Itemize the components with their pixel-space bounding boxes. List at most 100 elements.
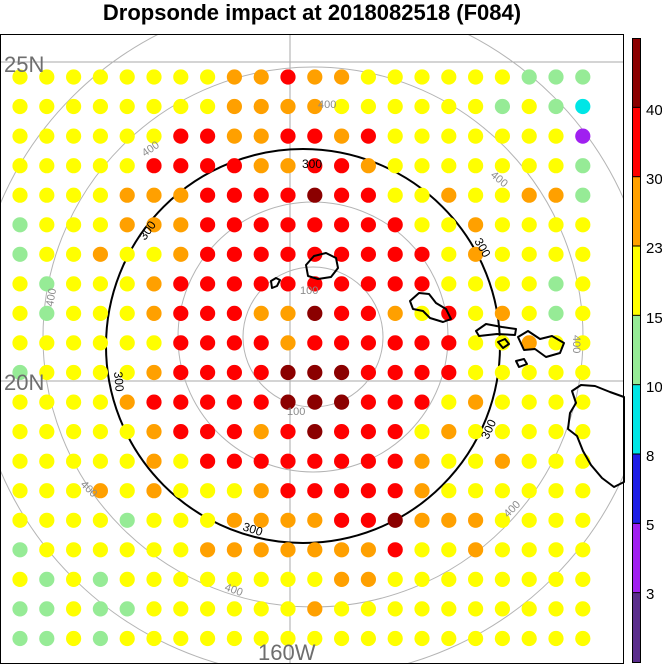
dropsonde-dot-30-40 [200, 424, 216, 440]
dropsonde-dot-15-23 [494, 276, 510, 292]
dropsonde-dot-10-15 [575, 158, 591, 174]
dropsonde-dot-15-23 [441, 483, 457, 499]
dropsonde-dot-30-40 [387, 424, 403, 440]
dropsonde-dot-15-23 [119, 542, 135, 558]
dropsonde-dot-10-15 [39, 571, 55, 588]
dropsonde-dot-15-23 [521, 217, 537, 233]
colorbar-segment [632, 384, 641, 455]
dropsonde-dot-30-40 [387, 394, 403, 410]
dropsonde-dot-15-23 [39, 98, 55, 115]
dropsonde-dot-10-15 [548, 305, 564, 321]
dropsonde-dot-15-23 [494, 512, 510, 528]
dropsonde-dot-gt40 [307, 187, 323, 203]
dropsonde-dot-15-23 [521, 483, 537, 499]
dropsonde-dot-15-23 [226, 571, 242, 588]
dropsonde-dot-30-40 [334, 305, 350, 321]
dropsonde-dot-15-23 [387, 187, 403, 203]
dropsonde-dot-30-40 [414, 364, 430, 381]
dropsonde-dot-15-23 [521, 246, 537, 262]
dropsonde-dot-15-23 [66, 276, 82, 292]
dropsonde-dot-10-15 [39, 305, 55, 321]
dropsonde-dot-10-15 [12, 217, 28, 233]
dropsonde-dot-15-23 [387, 571, 403, 588]
dropsonde-dot-10-15 [92, 571, 108, 588]
dropsonde-dot-23-30 [307, 601, 323, 617]
dropsonde-dot-30-40 [360, 394, 376, 410]
dropsonde-dot-15-23 [39, 364, 55, 381]
dropsonde-dot-3-5 [575, 128, 591, 144]
dropsonde-dot-15-23 [173, 630, 189, 647]
dropsonde-dot-23-30 [494, 305, 510, 321]
dropsonde-dot-30-40 [200, 453, 216, 469]
dropsonde-dot-30-40 [226, 246, 242, 262]
dropsonde-dot-15-23 [548, 217, 564, 233]
dropsonde-dot-23-30 [360, 158, 376, 174]
dropsonde-dot-15-23 [468, 571, 484, 588]
dropsonde-dot-15-23 [66, 453, 82, 469]
colorbar-frame [632, 38, 641, 663]
colorbar-segment [632, 246, 641, 316]
dropsonde-dot-15-23 [468, 98, 484, 115]
dropsonde-dot-15-23 [66, 571, 82, 588]
dropsonde-dot-23-30 [280, 335, 296, 351]
dropsonde-dot-15-23 [468, 187, 484, 203]
dropsonde-dot-15-23 [521, 424, 537, 440]
dropsonde-dot-30-40 [360, 335, 376, 351]
dropsonde-dot-15-23 [226, 483, 242, 499]
dropsonde-dot-15-23 [39, 512, 55, 528]
dropsonde-dot-15-23 [39, 335, 55, 351]
dropsonde-dot-23-30 [92, 483, 108, 499]
dropsonde-dot-23-30 [307, 512, 323, 528]
ring-label-300: 300 [478, 417, 499, 441]
dropsonde-dot-30-40 [387, 276, 403, 292]
colorbar-segment [632, 454, 641, 524]
dropsonde-dot-30-40 [334, 217, 350, 233]
dropsonde-dot-15-23 [494, 394, 510, 410]
dropsonde-dot-15-23 [414, 571, 430, 588]
dropsonde-dot-15-23 [66, 69, 82, 85]
dropsonde-dot-15-23 [441, 630, 457, 647]
map-title: Dropsonde impact at 2018082518 (F084) [102, 0, 522, 25]
dropsonde-dot-15-23 [39, 483, 55, 499]
dropsonde-dot-15-23 [414, 98, 430, 115]
dropsonde-dot-23-30 [334, 542, 350, 558]
ring-label: 100 [287, 406, 305, 418]
dropsonde-dot-30-40 [387, 217, 403, 233]
dropsonde-dot-30-40 [387, 246, 403, 262]
dropsonde-dot-23-30 [173, 217, 189, 233]
dropsonde-dot-15-23 [39, 424, 55, 440]
dropsonde-dot-30-40 [200, 187, 216, 203]
dropsonde-dot-15-23 [12, 424, 28, 440]
dropsonde-dot-30-40 [280, 483, 296, 499]
ring-label-300: 300 [111, 371, 127, 392]
impact-dots [12, 69, 591, 647]
dropsonde-dot-23-30 [307, 542, 323, 558]
dropsonde-dot-15-23 [494, 187, 510, 203]
dropsonde-dot-30-40 [360, 246, 376, 262]
dropsonde-dot-30-40 [280, 246, 296, 262]
dropsonde-dot-23-30 [146, 453, 162, 469]
dropsonde-dot-15-23 [119, 69, 135, 85]
dropsonde-dot-23-30 [146, 424, 162, 440]
dropsonde-dot-15-23 [66, 424, 82, 440]
dropsonde-dot-gt40 [307, 394, 323, 410]
dropsonde-dot-30-40 [173, 158, 189, 174]
dropsonde-dot-15-23 [92, 217, 108, 233]
dropsonde-dot-15-23 [548, 630, 564, 647]
dropsonde-dot-15-23 [548, 158, 564, 174]
dropsonde-dot-23-30 [414, 453, 430, 469]
dropsonde-dot-15-23 [200, 98, 216, 115]
dropsonde-dot-15-23 [441, 128, 457, 144]
dropsonde-dot-gt40 [307, 424, 323, 440]
colorbar-segment [632, 315, 641, 386]
dropsonde-dot-15-23 [12, 128, 28, 144]
dropsonde-dot-15-23 [468, 158, 484, 174]
dropsonde-dot-30-40 [360, 483, 376, 499]
island-oahu [409, 292, 452, 323]
dropsonde-dot-15-23 [12, 305, 28, 321]
dropsonde-dot-30-40 [334, 276, 350, 292]
dropsonde-dot-15-23 [146, 69, 162, 85]
dropsonde-dot-15-23 [521, 276, 537, 292]
dropsonde-dot-15-23 [441, 542, 457, 558]
dropsonde-dot-gt40 [387, 512, 403, 528]
